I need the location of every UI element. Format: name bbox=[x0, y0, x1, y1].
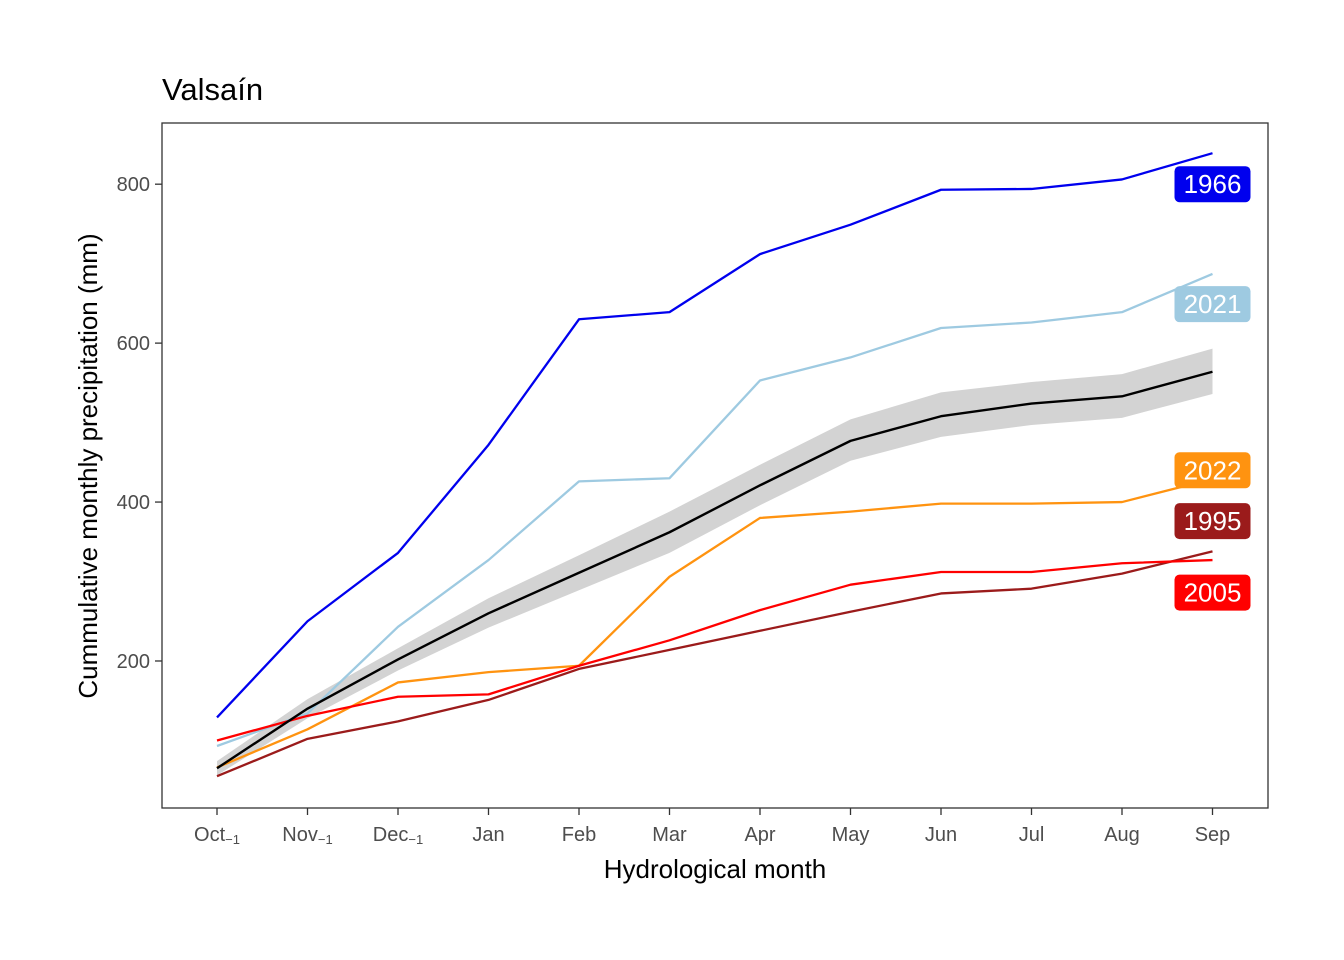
end-label-text: 1995 bbox=[1184, 506, 1242, 536]
series-line-1995 bbox=[216, 550, 1213, 778]
mean-line bbox=[216, 370, 1213, 770]
x-tick-label: Aug bbox=[1104, 824, 1140, 846]
end-labels: 1966 2021 2022 1995 2005 bbox=[1174, 166, 1251, 611]
y-tick-label: 600 bbox=[117, 333, 150, 355]
end-label-box bbox=[1174, 166, 1251, 203]
end-label-1995: 1995 bbox=[1174, 503, 1251, 540]
end-label-box bbox=[1174, 452, 1251, 489]
end-label-2022: 2022 bbox=[1174, 452, 1251, 489]
end-label-box bbox=[1174, 574, 1251, 611]
mean-confidence-band bbox=[217, 348, 1213, 776]
y-axis: 200 400 600 800 bbox=[117, 174, 162, 673]
end-label-text: 1966 bbox=[1184, 169, 1242, 199]
plot-layer bbox=[216, 152, 1213, 778]
x-tick-label: Dec−1 bbox=[373, 824, 423, 847]
end-label-box bbox=[1174, 286, 1251, 323]
y-tick-label: 800 bbox=[117, 174, 150, 196]
x-axis: Oct−1 Nov−1 Dec−1 Jan Feb Mar Apr May Jun Jul Aug S… bbox=[194, 808, 1230, 847]
series-line-2005 bbox=[216, 558, 1213, 742]
x-tick-label: Nov−1 bbox=[282, 824, 332, 847]
x-tick-label: Jun bbox=[925, 824, 957, 846]
y-tick-label: 400 bbox=[117, 492, 150, 514]
x-tick-label: Apr bbox=[744, 824, 775, 846]
end-label-text: 2022 bbox=[1184, 455, 1242, 485]
end-label-text: 2021 bbox=[1184, 289, 1242, 319]
x-tick-label: Jan bbox=[472, 824, 504, 846]
x-tick-label: May bbox=[832, 824, 870, 846]
end-label-box bbox=[1174, 503, 1251, 540]
y-tick-label: 200 bbox=[117, 651, 150, 673]
end-label-text: 2005 bbox=[1184, 578, 1242, 608]
series-line-2022 bbox=[216, 477, 1213, 769]
x-tick-label: Jul bbox=[1019, 824, 1045, 846]
end-label-2021: 2021 bbox=[1174, 286, 1251, 323]
chart-title: Valsaín bbox=[162, 72, 263, 107]
end-label-2005: 2005 bbox=[1174, 574, 1251, 611]
x-tick-label: Feb bbox=[562, 824, 596, 846]
x-tick-label: Mar bbox=[652, 824, 687, 846]
x-tick-label: Sep bbox=[1195, 824, 1231, 846]
series-line-1966 bbox=[216, 152, 1213, 719]
end-label-1966: 1966 bbox=[1174, 166, 1251, 203]
y-axis-title: Cummulative monthly precipitation (mm) bbox=[73, 233, 103, 698]
series-line-2021 bbox=[216, 272, 1213, 748]
x-axis-title: Hydrological month bbox=[604, 854, 827, 884]
x-tick-label: Oct−1 bbox=[194, 824, 240, 847]
